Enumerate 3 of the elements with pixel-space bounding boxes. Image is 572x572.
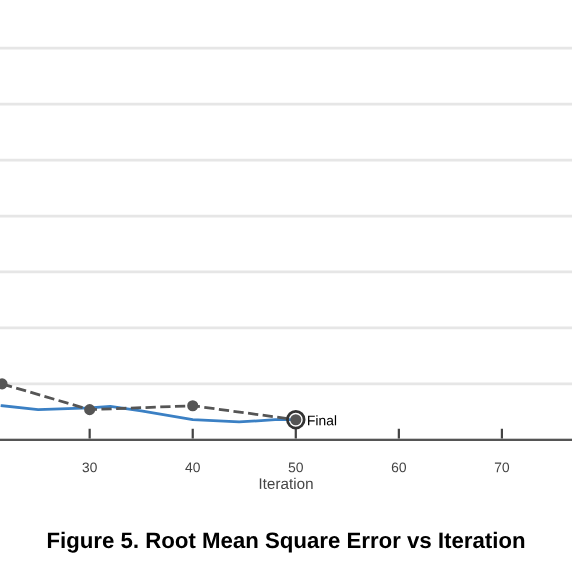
point: [187, 400, 199, 412]
text: Figure 5. Root Mean Square Error vs Iteration: [47, 531, 525, 553]
point: [84, 404, 96, 416]
